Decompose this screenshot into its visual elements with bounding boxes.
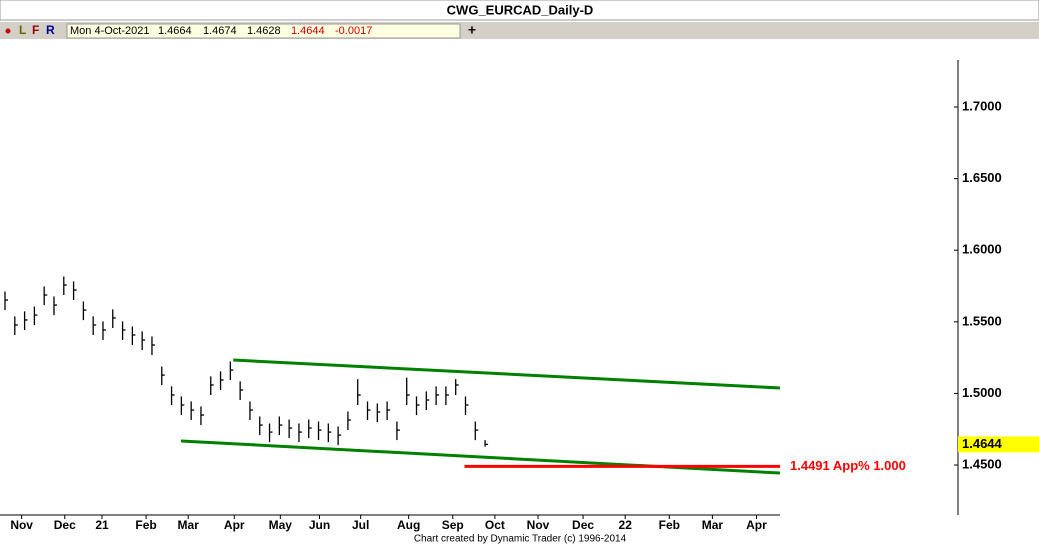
title-bar [0,0,1039,21]
x-tick-label: Jul [352,518,369,532]
info-low: 1.4628 [247,25,281,37]
x-tick-label: Mar [178,518,200,532]
toolbar-button[interactable]: R [46,23,55,37]
info-high: 1.4674 [203,25,237,37]
y-tick-label: 1.7000 [962,98,1002,113]
info-field [66,23,461,39]
y-tick-label: 1.5500 [962,313,1002,328]
x-tick-label: Oct [485,518,505,532]
y-tick-label: 1.4500 [962,456,1002,471]
x-tick-label: Mar [702,518,724,532]
x-tick-label: 22 [619,518,633,532]
add-button[interactable]: + [468,22,476,38]
chart-title: CWG_EURCAD_Daily-D [447,2,594,17]
y-tick-label: 1.5000 [962,385,1002,400]
x-tick-label: Dec [54,518,76,532]
trendline [233,358,781,390]
info-date: Mon 4-Oct-2021 [70,25,149,37]
last-price-label: 1.4644 [962,436,1003,451]
status-dot [5,28,11,34]
level-label: 1.4491 App% 1.000 [790,458,906,473]
x-tick-label: Jun [309,518,330,532]
info-close: 1.4644 [291,25,325,37]
y-tick-label: 1.6000 [962,242,1002,257]
info-open: 1.4664 [158,25,192,37]
footer: Chart created by Dynamic Trader (c) 1996… [414,534,627,545]
x-tick-label: 21 [95,518,109,532]
x-tick-label: Apr [746,518,767,532]
x-tick-label: Nov [10,518,33,532]
info-change: -0.0017 [335,25,372,37]
x-tick-label: Dec [572,518,594,532]
y-tick-label: 1.6500 [962,170,1002,185]
x-tick-label: Sep [442,518,464,532]
x-tick-label: Feb [659,518,680,532]
x-tick-label: Nov [527,518,550,532]
toolbar-button[interactable]: L [19,23,26,37]
x-tick-label: Aug [397,518,420,532]
toolbar-button[interactable]: F [32,23,39,37]
x-tick-label: Feb [135,518,156,532]
x-tick-label: May [269,518,293,532]
last-price-box [958,436,1039,453]
x-tick-label: Apr [224,518,245,532]
